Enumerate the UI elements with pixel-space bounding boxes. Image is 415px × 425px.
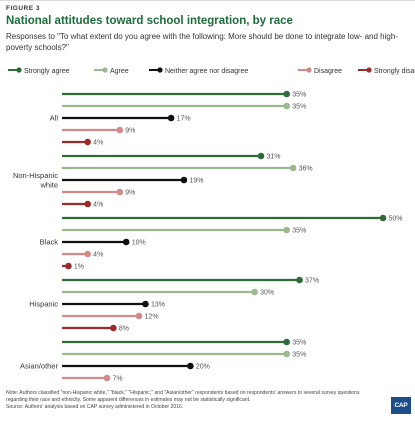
value-label-agree-hispanic: 30% [260,290,274,297]
bar-end-marker-agree-hispanic [251,288,258,296]
bar-end-marker-strongly-disagree-all [84,138,91,146]
bar-end-marker-strongly-disagree-black [65,262,72,270]
lollipop-chart: Strongly agree Agree Neither agree nor dis… [8,67,415,383]
bar-end-marker-strongly-agree-non-hispanic-white [257,152,265,160]
bar-end-marker-neither-agree-nor-disagree-black [122,238,130,246]
value-label-strongly-agree-asian-other: 35% [292,340,306,347]
category-label-line: All [50,114,59,123]
bar-end-marker-neither-agree-nor-disagree-hispanic [142,300,149,308]
bar-end-marker-disagree-non-hispanic-white [116,188,124,196]
bar-end-marker-strongly-agree-hispanic [296,276,303,284]
category-label-line: Black [40,238,59,247]
bar-end-marker-disagree-black [84,250,91,258]
bar-end-marker-strongly-agree-black [379,214,387,222]
value-label-disagree-non-hispanic-white: 9% [125,190,135,197]
bar-end-marker-agree-non-hispanic-white [289,164,297,172]
legend-label-agree: Agree [110,68,129,75]
value-label-strongly-agree-all: 35% [292,92,306,99]
legend-label-strongly-disagree: Strongly disagree [374,68,415,75]
legend-label-disagree: Disagree [314,68,342,75]
legend-marker-strongly-agree [16,67,22,73]
top-border [0,0,415,1]
chart-title: National attitudes toward school integra… [6,15,293,27]
value-label-strongly-agree-hispanic: 37% [305,278,319,285]
bar-end-marker-strongly-disagree-non-hispanic-white [84,200,91,208]
category-label-non-hispanic-white: Non-Hispanic white [13,171,58,190]
figure-label: FIGURE 3 [6,5,40,12]
category-label-line: Non-Hispanic [13,171,58,180]
bar-end-marker-agree-asian-other [283,350,291,358]
value-label-strongly-disagree-all: 4% [93,140,103,147]
value-label-neither-agree-nor-disagree-all: 17% [177,116,191,123]
bar-end-marker-agree-black [283,226,291,234]
bar-end-marker-strongly-agree-all [283,90,291,98]
value-label-strongly-agree-non-hispanic-white: 31% [267,154,281,161]
value-label-agree-black: 35% [292,228,306,235]
category-label-line: Asian/other [20,362,58,371]
category-label-line: white [39,180,58,189]
chart-subtitle: Responses to "To what extent do you agre… [6,32,398,52]
value-label-neither-agree-nor-disagree-asian-other: 20% [196,364,210,371]
value-label-disagree-all: 9% [125,128,135,135]
legend-label-strongly-agree: Strongly agree [24,68,70,75]
legend-marker-strongly-disagree [366,67,372,73]
value-label-agree-non-hispanic-white: 36% [299,166,313,173]
value-label-agree-asian-other: 35% [292,352,306,359]
bar-end-marker-neither-agree-nor-disagree-asian-other [187,362,194,370]
cap-logo: CAP [391,397,411,414]
legend-label-neither-agree-nor-disagree: Neither agree nor disagree [165,68,248,75]
category-label-black: Black [40,238,59,247]
value-label-disagree-asian-other: 7% [112,376,122,383]
bar-end-marker-disagree-asian-other [103,374,111,382]
bar-end-marker-agree-all [283,102,291,110]
category-label-hispanic: Hispanic [29,300,58,309]
legend-marker-agree [102,67,108,73]
value-label-neither-agree-nor-disagree-hispanic: 13% [151,302,165,309]
bar-end-marker-disagree-hispanic [135,312,143,320]
category-label-all: All [50,114,59,123]
bar-end-marker-strongly-agree-asian-other [283,338,291,346]
chart-source: Source: Authors' analysis based on CAP s… [6,404,184,411]
bar-end-marker-neither-agree-nor-disagree-non-hispanic-white [180,176,188,184]
value-label-agree-all: 35% [292,104,306,111]
bar-end-marker-disagree-all [116,126,124,134]
value-label-disagree-hispanic: 12% [145,314,159,321]
chart-footer: Note: Authors classified "non-Hispanic w… [6,390,376,412]
legend-marker-disagree [306,67,312,73]
value-label-strongly-disagree-non-hispanic-white: 4% [93,202,103,209]
category-label-line: Hispanic [29,300,58,309]
bar-end-marker-neither-agree-nor-disagree-all [167,114,175,122]
value-label-neither-agree-nor-disagree-black: 10% [132,240,146,247]
value-label-strongly-agree-black: 50% [389,216,403,223]
value-label-disagree-black: 4% [93,252,103,259]
legend-marker-neither-agree-nor-disagree [157,67,163,73]
chart-note: Note: Authors classified "non-Hispanic w… [6,390,360,404]
value-label-strongly-disagree-hispanic: 8% [119,326,129,333]
value-label-neither-agree-nor-disagree-non-hispanic-white: 19% [189,178,203,185]
bar-end-marker-strongly-disagree-hispanic [110,324,117,332]
category-label-asian-other: Asian/other [20,362,58,371]
value-label-strongly-disagree-black: 1% [74,264,84,271]
